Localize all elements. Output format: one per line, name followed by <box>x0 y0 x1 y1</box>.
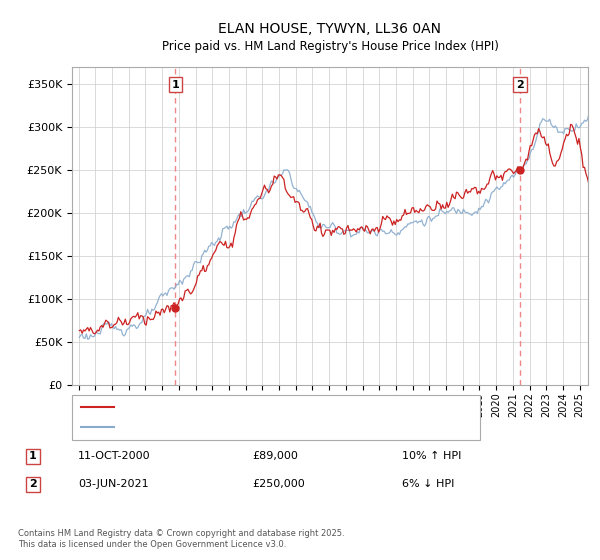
Text: 10% ↑ HPI: 10% ↑ HPI <box>402 451 461 461</box>
Text: Price paid vs. HM Land Registry's House Price Index (HPI): Price paid vs. HM Land Registry's House … <box>161 40 499 53</box>
Text: 1: 1 <box>172 80 179 90</box>
Text: 6% ↓ HPI: 6% ↓ HPI <box>402 479 454 489</box>
Text: Contains HM Land Registry data © Crown copyright and database right 2025.
This d: Contains HM Land Registry data © Crown c… <box>18 529 344 549</box>
Text: ELAN HOUSE, TYWYN, LL36 0AN (detached house): ELAN HOUSE, TYWYN, LL36 0AN (detached ho… <box>120 402 382 412</box>
Text: 2: 2 <box>516 80 524 90</box>
Text: £89,000: £89,000 <box>252 451 298 461</box>
Text: HPI: Average price, detached house, Gwynedd: HPI: Average price, detached house, Gwyn… <box>120 422 362 432</box>
Text: 1: 1 <box>29 451 37 461</box>
Text: 03-JUN-2021: 03-JUN-2021 <box>78 479 149 489</box>
Text: 2: 2 <box>29 479 37 489</box>
Text: ELAN HOUSE, TYWYN, LL36 0AN: ELAN HOUSE, TYWYN, LL36 0AN <box>218 22 442 36</box>
Text: £250,000: £250,000 <box>252 479 305 489</box>
Text: 11-OCT-2000: 11-OCT-2000 <box>78 451 151 461</box>
